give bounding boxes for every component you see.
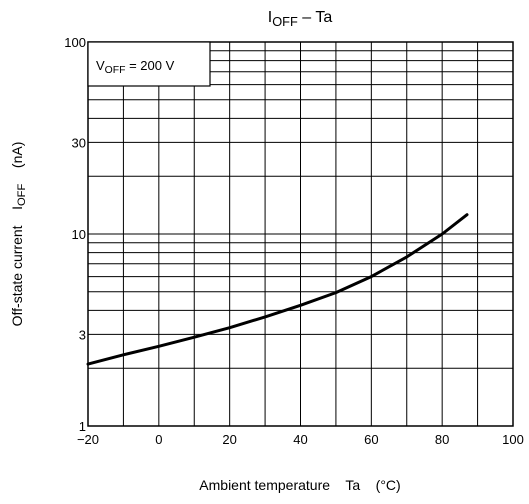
y-title-pre: Off-state current I xyxy=(9,206,25,326)
y-axis-title: Off-state current IOFF (nA) xyxy=(9,142,28,327)
legend-value: = 200 V xyxy=(125,58,174,73)
y-tick-label: 10 xyxy=(72,227,86,242)
x-tick-labels: −20 0 20 40 60 80 100 xyxy=(77,432,524,447)
y-tick-label: 100 xyxy=(64,35,86,50)
series-line xyxy=(86,213,469,366)
plot-frame xyxy=(87,41,514,427)
legend-v: V xyxy=(96,58,105,73)
x-tick-label: 100 xyxy=(502,432,524,447)
x-tick-label: −20 xyxy=(77,432,99,447)
x-tick-label: 20 xyxy=(222,432,236,447)
series-layer xyxy=(86,213,469,366)
y-tick-labels: 1 3 10 30 100 xyxy=(64,35,86,434)
chart-title: IOFF – Ta xyxy=(268,9,333,29)
title-rest: – Ta xyxy=(298,9,333,26)
legend-box: VOFF = 200 V xyxy=(87,41,211,87)
y-title-sub: OFF xyxy=(16,183,28,206)
x-tick-label: 60 xyxy=(364,432,378,447)
y-tick-label: 30 xyxy=(72,135,86,150)
x-tick-label: 80 xyxy=(435,432,449,447)
title-sub: OFF xyxy=(272,14,298,29)
y-title-post: (nA) xyxy=(9,142,25,184)
legend-label: VOFF = 200 V xyxy=(96,58,175,76)
title-main: I xyxy=(268,9,272,26)
x-tick-label: 40 xyxy=(293,432,307,447)
y-tick-label: 1 xyxy=(79,419,86,434)
grid xyxy=(88,42,513,426)
y-tick-label: 3 xyxy=(79,327,86,342)
legend-frame xyxy=(87,41,211,87)
legend-sub: OFF xyxy=(105,65,126,76)
x-axis-title: Ambient temperature Ta (°C) xyxy=(199,477,400,493)
x-tick-label: 0 xyxy=(155,432,162,447)
